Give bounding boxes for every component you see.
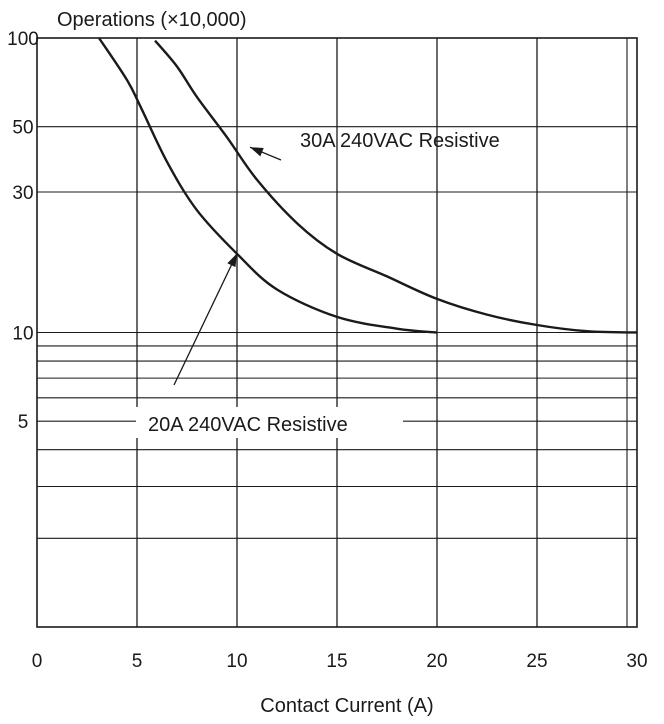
tick-labels: 0 5 10 15 20 25 30 100 50 30 10 5 xyxy=(7,29,647,672)
x-tick-label: 20 xyxy=(426,651,447,672)
y-tick-label: 10 xyxy=(12,324,33,345)
annotations: 30A 240VAC Resistive 20A 240VAC Resistive xyxy=(136,130,500,438)
x-tick-label: 5 xyxy=(132,651,143,672)
grid xyxy=(37,38,637,627)
y-tick-label: 50 xyxy=(12,118,33,139)
series-line-20a xyxy=(98,37,438,334)
x-tick-label: 0 xyxy=(32,651,43,672)
annotation-arrowhead xyxy=(250,147,264,157)
y-tick-label: 30 xyxy=(12,183,33,204)
x-tick-label: 15 xyxy=(326,651,347,672)
y-axis-title: Operations (×10,000) xyxy=(57,9,247,31)
y-tick-label: 100 xyxy=(7,29,39,50)
x-tick-label: 10 xyxy=(226,651,247,672)
x-axis-title: Contact Current (A) xyxy=(260,695,433,717)
series-layer xyxy=(98,37,638,334)
annotation-leader xyxy=(173,253,238,386)
annotation-20a: 20A 240VAC Resistive xyxy=(148,414,348,436)
x-tick-label: 30 xyxy=(626,651,647,672)
series-line-30a xyxy=(154,39,638,334)
annotation-30a: 30A 240VAC Resistive xyxy=(300,130,500,152)
annotation-20a-background xyxy=(136,407,403,438)
x-tick-label: 25 xyxy=(526,651,547,672)
y-tick-label: 5 xyxy=(18,412,29,433)
annotation-arrowhead xyxy=(227,253,237,268)
